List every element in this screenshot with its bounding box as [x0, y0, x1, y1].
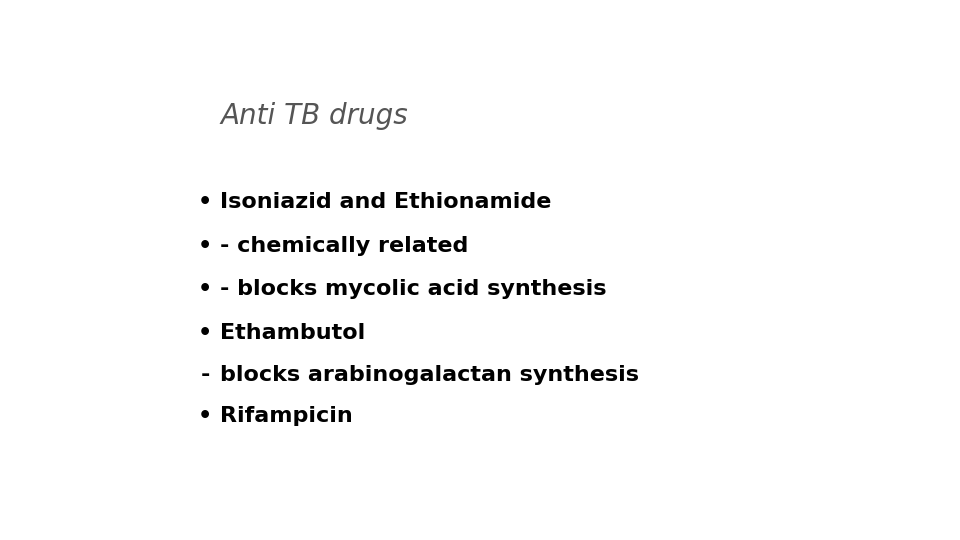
Text: •: • — [198, 235, 212, 255]
Text: Rifampicin: Rifampicin — [221, 406, 353, 426]
Text: - blocks mycolic acid synthesis: - blocks mycolic acid synthesis — [221, 279, 607, 299]
Text: - chemically related: - chemically related — [221, 235, 468, 255]
Text: Anti TB drugs: Anti TB drugs — [221, 102, 408, 130]
Text: Isoniazid and Ethionamide: Isoniazid and Ethionamide — [221, 192, 552, 212]
Text: •: • — [198, 192, 212, 212]
Text: blocks arabinogalactan synthesis: blocks arabinogalactan synthesis — [221, 364, 639, 384]
Text: •: • — [198, 323, 212, 343]
Text: •: • — [198, 406, 212, 426]
Text: •: • — [198, 279, 212, 299]
Text: Ethambutol: Ethambutol — [221, 323, 366, 343]
Text: -: - — [201, 364, 209, 384]
